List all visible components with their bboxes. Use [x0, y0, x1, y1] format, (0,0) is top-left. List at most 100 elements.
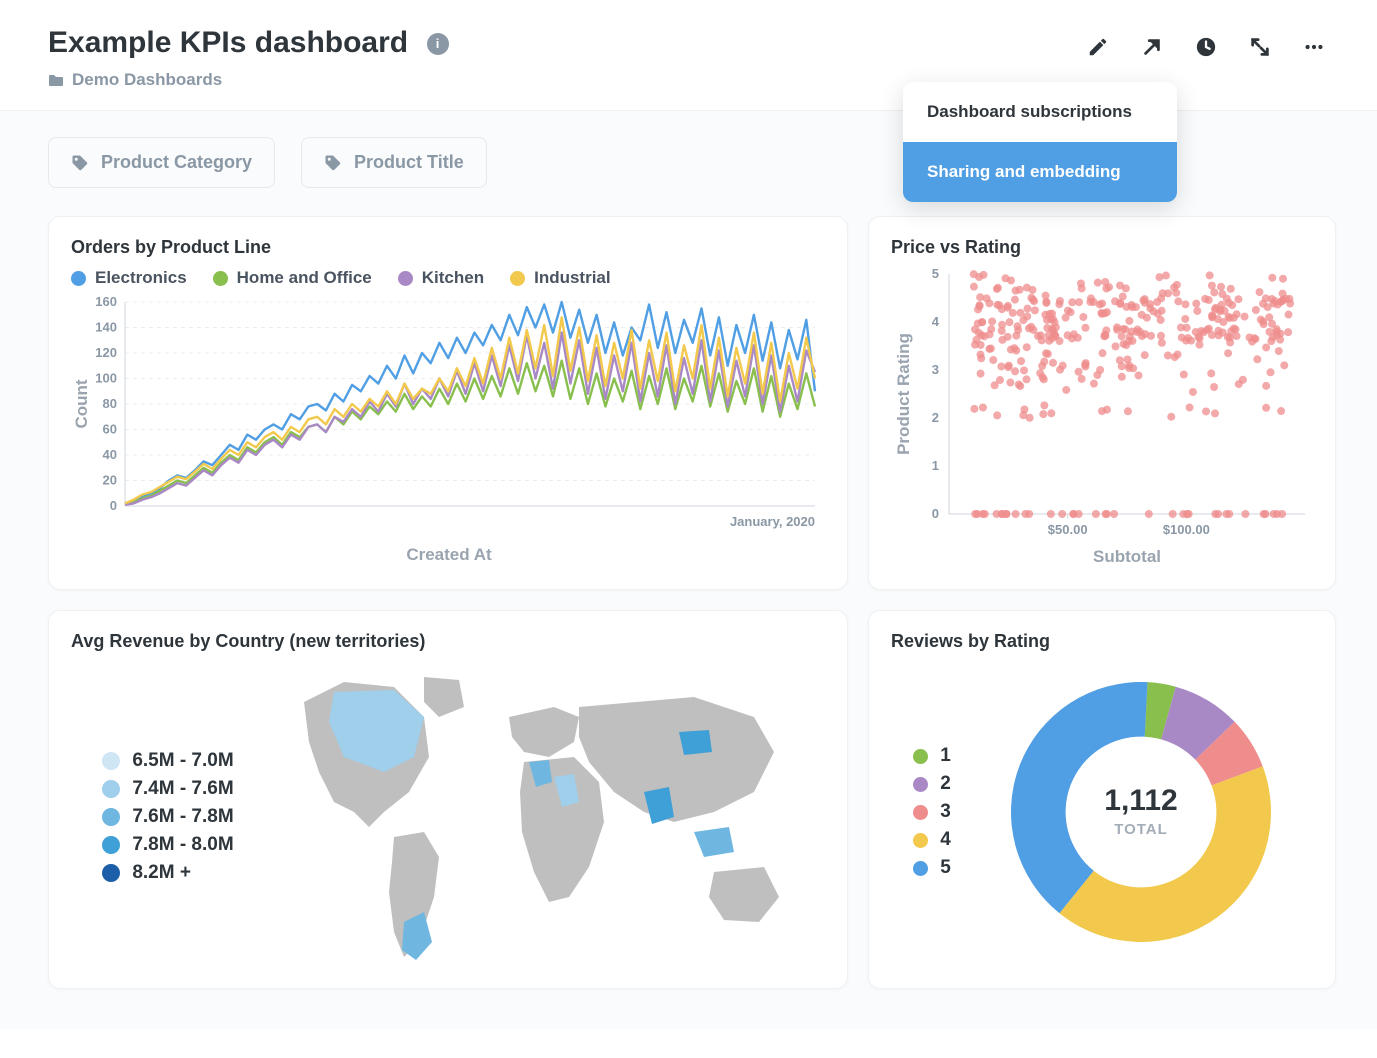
legend-label: 1 — [940, 745, 951, 767]
dashboard-body: Product Category Product Title Orders by… — [0, 111, 1377, 1029]
legend-item[interactable]: Industrial — [510, 268, 611, 288]
reviews-donut: 1,112TOTAL — [991, 662, 1291, 962]
map-legend-item: 8.2M + — [102, 862, 233, 884]
price-rating-scatter: 012345$50.00$100.00SubtotalProduct Ratin… — [891, 268, 1315, 568]
svg-text:Product Rating: Product Rating — [894, 333, 913, 455]
legend-swatch — [213, 271, 228, 286]
map-legend: 6.5M - 7.0M 7.4M - 7.6M 7.6M - 7.8M 7.8M - … — [102, 744, 233, 890]
legend-swatch — [510, 271, 525, 286]
toolbar — [1083, 26, 1329, 65]
pencil-icon — [1087, 36, 1109, 58]
legend-label: 7.6M - 7.8M — [132, 806, 233, 828]
tag-icon — [324, 154, 342, 172]
donut-legend-item[interactable]: 4 — [913, 829, 951, 851]
map-legend-item: 7.4M - 7.6M — [102, 778, 233, 800]
donut-legend-item[interactable]: 1 — [913, 745, 951, 767]
svg-text:4: 4 — [932, 314, 940, 329]
map-legend-item: 6.5M - 7.0M — [102, 750, 233, 772]
donut-legend-item[interactable]: 5 — [913, 857, 951, 879]
card-grid: Orders by Product Line Electronics Home a… — [48, 216, 1329, 989]
legend-swatch — [102, 836, 120, 854]
svg-text:1: 1 — [932, 458, 939, 473]
svg-text:40: 40 — [103, 447, 117, 462]
legend-label: 7.4M - 7.6M — [132, 778, 233, 800]
legend-label: Kitchen — [422, 268, 484, 288]
title-block: Example KPIs dashboard i Demo Dashboards — [48, 26, 449, 90]
svg-text:3: 3 — [932, 362, 939, 377]
breadcrumb-label: Demo Dashboards — [72, 70, 222, 90]
legend-item[interactable]: Home and Office — [213, 268, 372, 288]
legend-label: 3 — [940, 801, 951, 823]
orders-legend: Electronics Home and Office Kitchen Industr… — [71, 268, 825, 288]
svg-text:January, 2020: January, 2020 — [730, 514, 815, 529]
legend-label: 2 — [940, 773, 951, 795]
fullscreen-button[interactable] — [1245, 32, 1275, 65]
svg-text:100: 100 — [95, 371, 117, 386]
filter-label: Product Title — [354, 152, 464, 173]
legend-label: 8.2M + — [132, 862, 191, 884]
svg-text:140: 140 — [95, 320, 117, 335]
svg-text:TOTAL: TOTAL — [1114, 821, 1168, 838]
expand-icon — [1249, 36, 1271, 58]
svg-text:5: 5 — [932, 268, 939, 281]
legend-swatch — [913, 805, 928, 820]
filter-product-title[interactable]: Product Title — [301, 137, 487, 188]
edit-button[interactable] — [1083, 32, 1113, 65]
donut-legend: 1 2 3 4 5 — [913, 739, 951, 885]
svg-text:$50.00: $50.00 — [1048, 522, 1088, 537]
donut-legend-item[interactable]: 2 — [913, 773, 951, 795]
card-title: Reviews by Rating — [891, 631, 1313, 652]
legend-item[interactable]: Electronics — [71, 268, 187, 288]
card-title: Price vs Rating — [891, 237, 1313, 258]
svg-text:0: 0 — [110, 498, 117, 513]
share-dropdown: Dashboard subscriptions Sharing and embe… — [903, 82, 1177, 202]
svg-text:$100.00: $100.00 — [1163, 522, 1210, 537]
svg-text:20: 20 — [103, 473, 117, 488]
map-legend-item: 7.6M - 7.8M — [102, 806, 233, 828]
svg-text:80: 80 — [103, 396, 117, 411]
donut-legend-item[interactable]: 3 — [913, 801, 951, 823]
legend-swatch — [102, 808, 120, 826]
world-map — [274, 662, 794, 972]
filter-product-category[interactable]: Product Category — [48, 137, 275, 188]
dropdown-subscriptions[interactable]: Dashboard subscriptions — [903, 82, 1177, 142]
breadcrumb[interactable]: Demo Dashboards — [48, 70, 449, 90]
legend-swatch — [398, 271, 413, 286]
legend-swatch — [913, 833, 928, 848]
dots-icon — [1303, 36, 1325, 58]
dashboard-header: Example KPIs dashboard i Demo Dashboards… — [0, 0, 1377, 111]
map-legend-item: 7.8M - 8.0M — [102, 834, 233, 856]
card-reviews-by-rating: Reviews by Rating 1 2 3 4 5 1,112TOTAL — [868, 610, 1336, 989]
dropdown-sharing[interactable]: Sharing and embedding — [903, 142, 1177, 202]
legend-swatch — [913, 861, 928, 876]
legend-swatch — [913, 749, 928, 764]
more-button[interactable] — [1299, 32, 1329, 65]
svg-text:Created At: Created At — [406, 545, 492, 564]
svg-text:160: 160 — [95, 296, 117, 309]
open-external-button[interactable] — [1137, 32, 1167, 65]
legend-label: Industrial — [534, 268, 611, 288]
legend-label: 4 — [940, 829, 951, 851]
legend-swatch — [913, 777, 928, 792]
legend-label: 5 — [940, 857, 951, 879]
card-avg-revenue-map: Avg Revenue by Country (new territories)… — [48, 610, 848, 989]
svg-text:2: 2 — [932, 410, 939, 425]
legend-label: Home and Office — [237, 268, 372, 288]
arrow-up-right-icon — [1141, 36, 1163, 58]
card-title: Orders by Product Line — [71, 237, 825, 258]
legend-swatch — [102, 780, 120, 798]
legend-label: 6.5M - 7.0M — [132, 750, 233, 772]
svg-text:Count: Count — [72, 379, 91, 428]
legend-swatch — [102, 752, 120, 770]
svg-text:Subtotal: Subtotal — [1093, 547, 1161, 566]
legend-item[interactable]: Kitchen — [398, 268, 484, 288]
card-orders-by-product-line: Orders by Product Line Electronics Home a… — [48, 216, 848, 590]
legend-swatch — [71, 271, 86, 286]
svg-text:60: 60 — [103, 422, 117, 437]
info-icon[interactable]: i — [427, 33, 449, 55]
clock-icon — [1195, 36, 1217, 58]
legend-label: Electronics — [95, 268, 187, 288]
legend-label: 7.8M - 8.0M — [132, 834, 233, 856]
card-price-vs-rating: Price vs Rating 012345$50.00$100.00Subto… — [868, 216, 1336, 590]
history-button[interactable] — [1191, 32, 1221, 65]
